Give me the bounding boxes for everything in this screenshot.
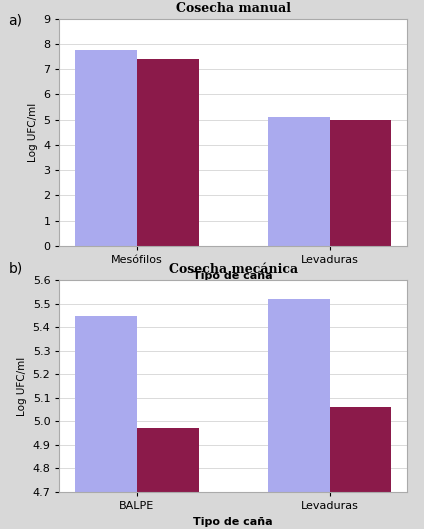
Bar — [268, 299, 329, 529]
Y-axis label: Log UFC/ml: Log UFC/ml — [17, 357, 27, 416]
Text: b): b) — [8, 262, 23, 276]
Bar — [329, 120, 391, 246]
Bar — [75, 50, 137, 246]
Bar — [268, 117, 329, 246]
Bar — [75, 316, 137, 529]
Bar — [329, 407, 391, 529]
X-axis label: Tipo de caña: Tipo de caña — [193, 270, 273, 280]
Bar — [137, 59, 198, 246]
X-axis label: Tipo de caña: Tipo de caña — [193, 516, 273, 526]
Y-axis label: Log UFC/ml: Log UFC/ml — [28, 103, 38, 162]
Title: Cosecha mecánica: Cosecha mecánica — [169, 263, 298, 277]
Title: Cosecha manual: Cosecha manual — [176, 2, 291, 15]
Bar — [137, 428, 198, 529]
Legend: Caña larga verde, Caña larga quemada: Caña larga verde, Caña larga quemada — [119, 310, 347, 327]
Text: a): a) — [8, 13, 22, 27]
